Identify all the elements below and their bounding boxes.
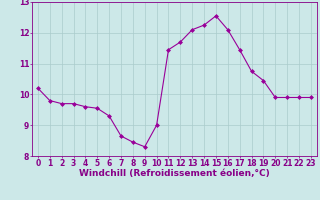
- X-axis label: Windchill (Refroidissement éolien,°C): Windchill (Refroidissement éolien,°C): [79, 169, 270, 178]
